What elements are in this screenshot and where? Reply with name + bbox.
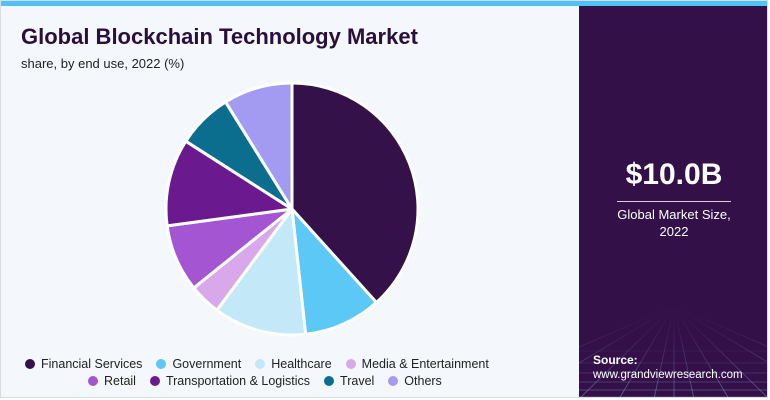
- source-label: Source:: [593, 353, 638, 367]
- market-size-label-line2: 2022: [659, 224, 689, 239]
- legend-label: Retail: [104, 373, 136, 388]
- legend-swatch: [149, 375, 160, 386]
- legend-swatch: [388, 375, 399, 386]
- legend-row-1: Financial Services Government Healthcare Me…: [25, 355, 575, 372]
- legend-item-healthcare: Healthcare: [255, 356, 332, 371]
- chart-title: Global Blockchain Technology Market: [21, 24, 418, 49]
- decorative-grid: [579, 306, 767, 397]
- pie-chart: [164, 81, 420, 337]
- legend-swatch: [25, 358, 35, 369]
- legend-item-others: Others: [388, 374, 442, 388]
- accent-bar: [1, 1, 767, 6]
- market-size-panel: $10.0B Global Market Size, 2022 Source: …: [579, 6, 767, 397]
- pie-slice-transportation-logistics: [164, 139, 294, 228]
- pie-slice-others: [224, 81, 294, 211]
- legend-swatch: [324, 375, 335, 386]
- legend-label: Financial Services: [41, 356, 143, 371]
- chart-panel: Global Blockchain Technology Market shar…: [1, 6, 579, 397]
- legend-label: Healthcare: [271, 356, 332, 371]
- legend-row-2: Retail Transportation & Logistics Travel Ot…: [25, 372, 575, 389]
- market-size-label: Global Market Size, 2022: [589, 206, 759, 240]
- market-size-label-line1: Global Market Size,: [617, 207, 731, 222]
- legend-label: Government: [172, 356, 242, 371]
- divider: [617, 201, 731, 202]
- legend-label: Transportation & Logistics: [165, 373, 311, 388]
- legend-swatch: [255, 358, 266, 369]
- pie-slice-government: [290, 207, 378, 336]
- legend-label: Others: [404, 373, 442, 388]
- pie-slice-healthcare: [215, 207, 308, 337]
- legend-label: Travel: [340, 373, 375, 388]
- legend-item-retail: Retail: [88, 374, 136, 388]
- legend-swatch: [156, 358, 167, 369]
- legend-swatch: [345, 358, 356, 369]
- legend-item-travel: Travel: [324, 374, 374, 388]
- legend-label: Media & Entertainment: [361, 356, 489, 371]
- legend-item-government: Government: [156, 357, 241, 371]
- legend-item-media-entertainment: Media & Entertainment: [345, 356, 489, 371]
- legend-item-transportation-logistics: Transportation & Logistics: [149, 373, 311, 388]
- pie-slice-financial-services: [290, 81, 420, 305]
- chart-subtitle: share, by end use, 2022 (%): [21, 56, 185, 71]
- legend-item-financial-services: Financial Services: [25, 357, 142, 371]
- source-url: www.grandviewresearch.com: [593, 369, 743, 381]
- legend: Financial Services Government Healthcare Me…: [25, 355, 575, 389]
- market-size-value: $10.0B: [625, 158, 723, 191]
- legend-swatch: [88, 375, 98, 386]
